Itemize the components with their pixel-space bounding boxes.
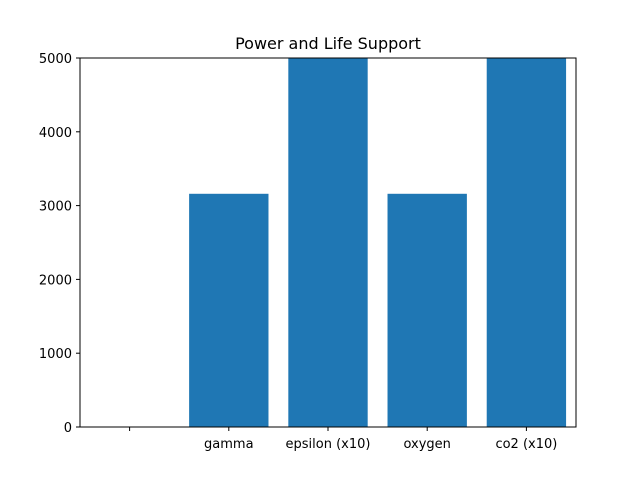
- chart-title: Power and Life Support: [235, 34, 421, 53]
- plot-frame: [79, 57, 577, 428]
- bar: [387, 193, 467, 427]
- bars-group: [189, 58, 567, 427]
- bar: [486, 58, 567, 427]
- y-tick-label: 3000: [39, 200, 72, 215]
- x-tick-label: gamma: [204, 437, 254, 452]
- x-tick-label: oxygen: [403, 437, 450, 452]
- bar: [189, 193, 269, 427]
- x-tick-label: epsilon (x10): [286, 437, 371, 452]
- y-tick-label: 4000: [39, 126, 72, 141]
- bar: [288, 58, 368, 427]
- y-tick-label: 2000: [39, 273, 72, 288]
- y-axis: 0 1000 2000 3000 4000 5000: [39, 52, 80, 436]
- x-axis: gamma epsilon (x10) oxygen co2 (x10): [129, 427, 557, 452]
- x-tick-label: co2 (x10): [495, 437, 557, 452]
- y-tick-label: 1000: [39, 347, 72, 362]
- y-tick-label: 5000: [39, 52, 72, 67]
- y-tick-label: 0: [64, 421, 72, 436]
